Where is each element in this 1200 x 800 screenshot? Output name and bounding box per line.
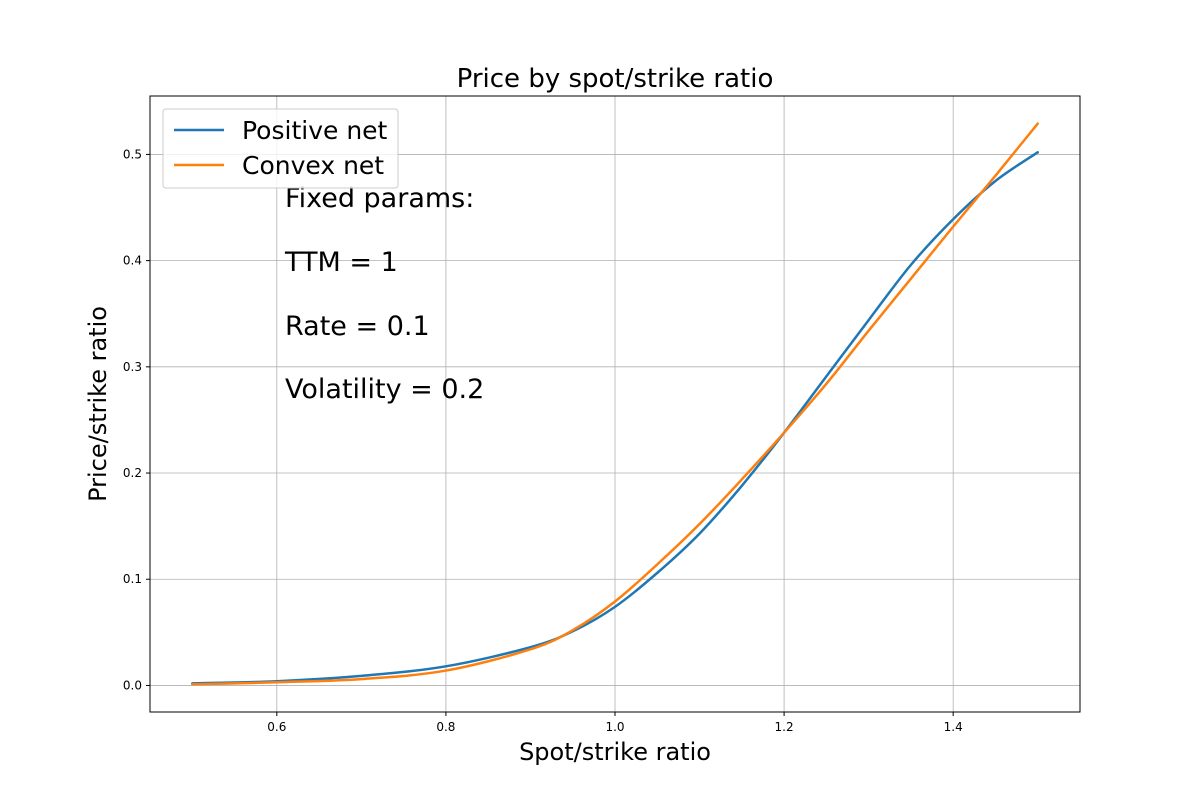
legend: Positive net Convex net [162, 108, 399, 189]
chart-title: Price by spot/strike ratio [457, 64, 774, 94]
x-tick-label: 1.0 [605, 720, 624, 734]
y-tick-label: 0.1 [123, 572, 142, 586]
x-tick-label: 0.8 [436, 720, 455, 734]
series-line-convex-net [191, 122, 1039, 686]
tick-layer: 0.6 0.8 1.0 1.2 1.4 0.0 0.1 0.2 0.3 0.4 0.5 [123, 147, 963, 734]
annotation-line-4: Volatility = 0.2 [285, 374, 484, 405]
y-tick-label: 0.4 [123, 254, 142, 268]
y-axis-label: Price/strike ratio [84, 306, 112, 502]
y-tick-label: 0.2 [123, 466, 142, 480]
legend-label-convex-net: Convex net [242, 151, 384, 180]
series-layer [191, 122, 1039, 686]
y-tick-label: 0.5 [123, 147, 142, 161]
annotation-line-3: Rate = 0.1 [285, 311, 430, 342]
x-tick-label: 1.4 [944, 720, 963, 734]
legend-label-positive-net: Positive net [242, 116, 388, 145]
y-tick-label: 0.0 [123, 678, 142, 692]
y-tick-label: 0.3 [123, 360, 142, 374]
x-axis-label: Spot/strike ratio [519, 738, 711, 766]
annotation-line-2: TTM = 1 [284, 247, 398, 278]
series-line-positive-net [191, 151, 1039, 685]
x-tick-label: 0.6 [267, 720, 286, 734]
x-tick-label: 1.2 [775, 720, 794, 734]
